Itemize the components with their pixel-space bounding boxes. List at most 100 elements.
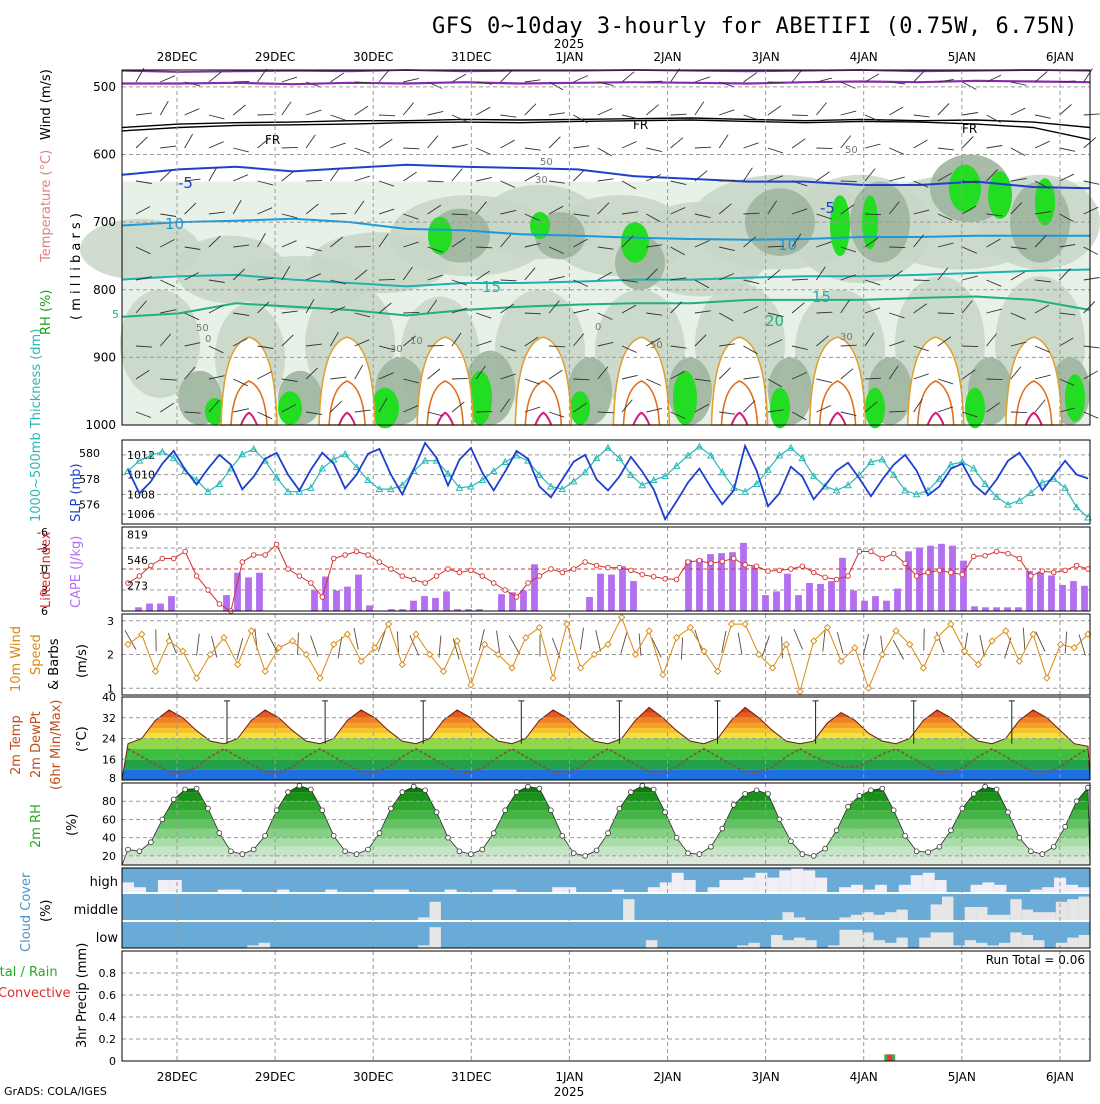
li-point [1029, 574, 1034, 579]
li-point [217, 602, 222, 607]
rh-point [663, 810, 668, 815]
cape-bar [696, 559, 703, 611]
rh-point [583, 854, 588, 859]
rh-point [537, 786, 542, 791]
cloud-bar [779, 870, 791, 892]
li-point [891, 551, 896, 556]
wind10m-panel: 321 [107, 614, 1091, 695]
ylabel-thickness: 1000~500mb Thickness (dm) [29, 329, 44, 522]
cape-bar [432, 598, 439, 611]
ylabel-lifted: Lifted Index [39, 531, 54, 608]
rh-point [1063, 824, 1068, 829]
cloud-bar [397, 890, 409, 892]
wind-barb [841, 181, 857, 182]
li-point [491, 581, 496, 586]
contour-label: 50 [540, 157, 553, 168]
li-point [686, 560, 691, 565]
li-point [971, 554, 976, 559]
ylabel-wind-units: (m/s) [75, 644, 90, 678]
rh-point [480, 847, 485, 852]
cloud-bar [771, 935, 782, 948]
date-label-bottom: 5JAN [948, 1070, 976, 1084]
rh-blob-green [865, 388, 885, 429]
pressure-tick: 700 [93, 215, 116, 229]
wind-tick: 3 [107, 615, 114, 628]
date-label-bottom: 4JAN [850, 1070, 878, 1084]
rh-point [320, 808, 325, 813]
cloud-bar [942, 897, 953, 920]
wind-barb [476, 411, 492, 412]
cape-bar [245, 577, 252, 611]
li-point [343, 553, 348, 558]
rh-point [457, 849, 462, 854]
li-point [514, 595, 519, 600]
temp-band [122, 759, 1090, 769]
wind-tick: 2 [107, 649, 114, 662]
cloud-bar [791, 868, 803, 892]
li-point [823, 575, 828, 580]
cloud-bar [815, 878, 827, 892]
contour-label: -5 [820, 199, 835, 217]
cape-bar [971, 606, 978, 611]
li-point [526, 581, 531, 586]
cloud-bar [982, 882, 994, 892]
wind-ylabels: 10m Wind Speed & Barbs (m/s) [9, 626, 90, 692]
li-point [709, 561, 714, 566]
cloud-bar [672, 873, 684, 892]
date-label-top: 6JAN [1046, 50, 1074, 64]
cloud-bar [919, 938, 930, 948]
rh-point [903, 833, 908, 838]
li-point [926, 570, 931, 575]
temp-ylabels: 2m Temp 2m DewPt (6hr Min/Max) (°C) [9, 700, 90, 790]
cape-bar [685, 560, 692, 611]
contour-label: -5 [178, 174, 193, 192]
rh-blob-green [673, 371, 697, 425]
chart-title: GFS 0~10day 3-hourly for ABETIFI (0.75W,… [432, 14, 1078, 39]
cloud-bar [1033, 912, 1044, 920]
cape-bar [861, 601, 868, 611]
cloud-bar [158, 880, 170, 892]
li-point [183, 549, 188, 554]
cape-bar [1081, 586, 1088, 611]
rh-point [617, 806, 622, 811]
rh-point [697, 852, 702, 857]
cape-bar [729, 552, 736, 611]
rh-point [629, 790, 634, 795]
cloud-bar [445, 890, 457, 892]
rh-point [823, 846, 828, 851]
ylabel-wind: Wind (m/s) [39, 69, 54, 140]
rh-point [754, 788, 759, 793]
rh-point [194, 786, 199, 791]
ylabel-precip: 3hr Precip (mm) [75, 943, 90, 1048]
rh-point [503, 808, 508, 813]
cloud-bar [988, 915, 999, 920]
cloud-bar [259, 943, 270, 948]
contour-label: 0 [595, 322, 601, 333]
ylabel-wind10: 10m Wind [9, 626, 24, 692]
year-label-top: 2025 [554, 37, 585, 51]
li-point [377, 560, 382, 565]
cape-bar [157, 604, 164, 612]
li-point [606, 565, 611, 570]
cloud-level-low: low [96, 931, 119, 946]
cloud-bar [122, 882, 134, 892]
ylabel-total-rain: Total / Rain [0, 965, 58, 980]
rh-ylabels: 2m RH (%) [29, 804, 80, 848]
cape-bar [608, 575, 615, 611]
cape-bar [366, 605, 373, 611]
wind-barb [987, 379, 1003, 380]
temp-tick: 16 [102, 753, 116, 766]
cloud-bar [794, 917, 805, 920]
rh-point [766, 792, 771, 797]
contour-label: FR [633, 118, 648, 132]
cloud-bar [794, 938, 805, 948]
cloud-bar [720, 880, 732, 892]
cape-bar [520, 591, 527, 612]
cape-bar [586, 597, 593, 611]
li-point [731, 556, 736, 561]
precip-tick: 0.2 [99, 1033, 117, 1046]
rh-point [709, 844, 714, 849]
date-label-top: 2JAN [653, 50, 681, 64]
date-label-bottom: 31DEC [451, 1070, 491, 1084]
ylabel-convective: Convective [0, 986, 71, 1001]
